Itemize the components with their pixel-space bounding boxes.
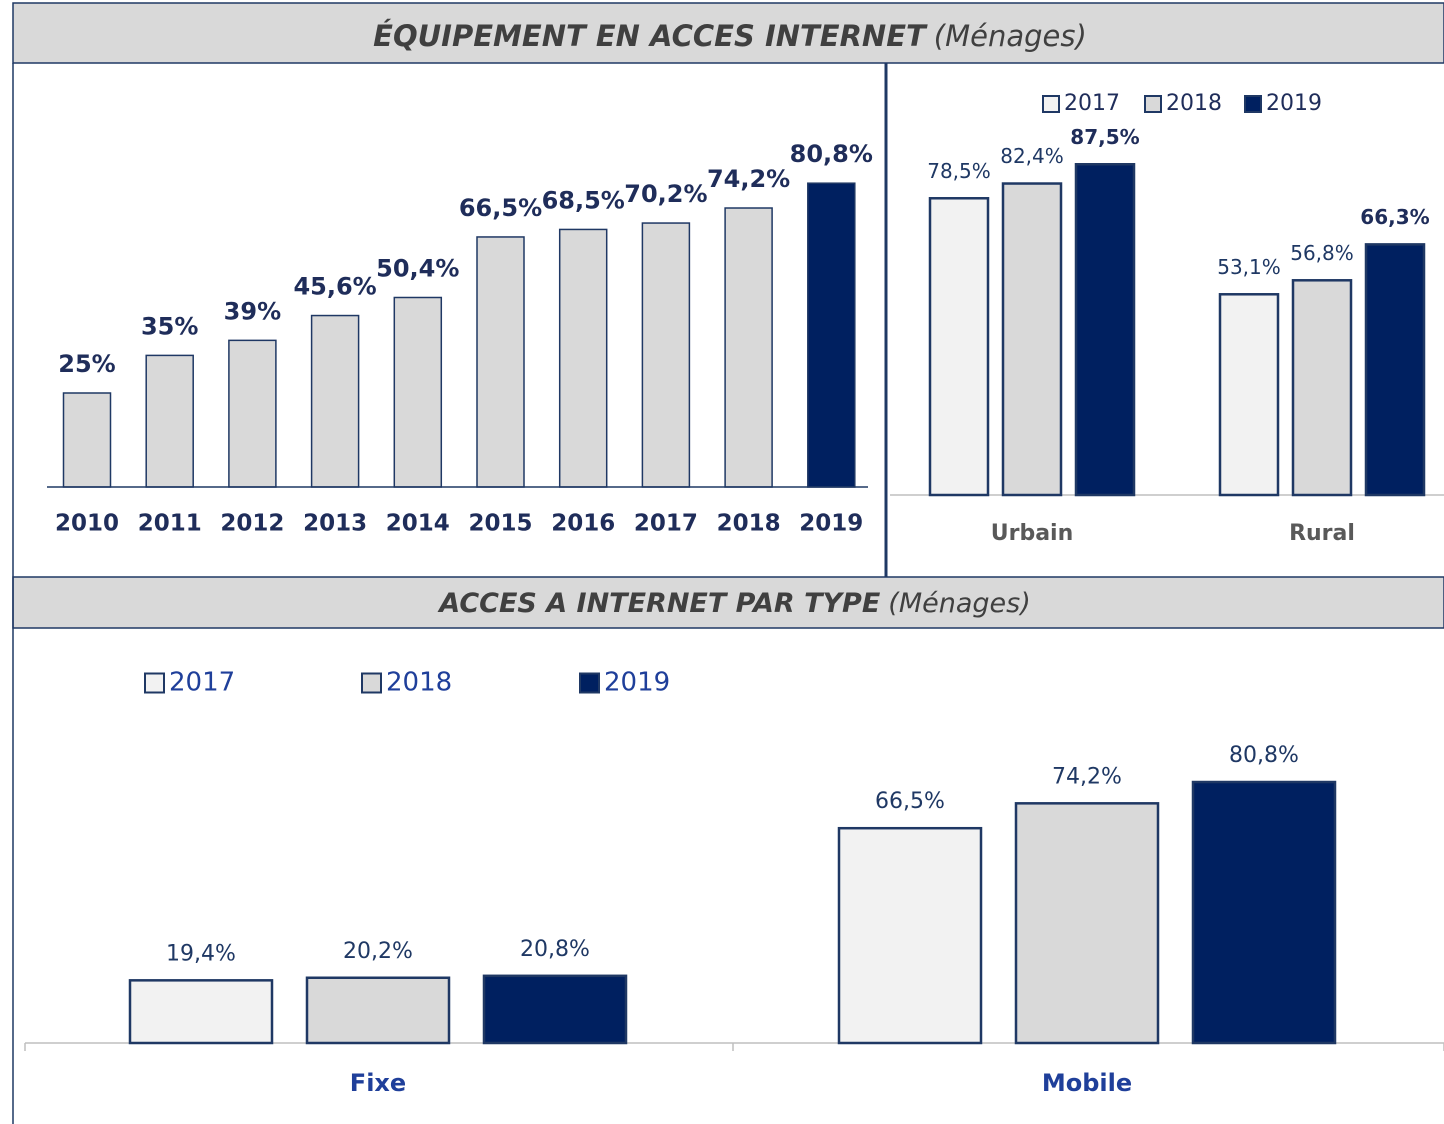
title: ÉQUIPEMENT EN ACCES INTERNET xyxy=(373,19,928,53)
legend-swatch xyxy=(144,672,165,694)
bar xyxy=(1218,293,1280,497)
data-label: 68,5% xyxy=(542,186,625,214)
data-label: 70,2% xyxy=(624,180,707,208)
bar xyxy=(310,314,360,488)
x-tick-label: Rural xyxy=(1289,521,1355,546)
data-label: 66,3% xyxy=(1360,205,1429,229)
data-label: 66,5% xyxy=(875,789,945,814)
bar xyxy=(305,976,451,1045)
x-tick-label: Urbain xyxy=(991,521,1074,546)
legend-label: 2019 xyxy=(604,668,670,698)
data-label: 20,2% xyxy=(343,939,413,964)
x-tick-label: 2019 xyxy=(799,511,863,537)
data-label: 20,8% xyxy=(520,937,590,962)
data-label: 35% xyxy=(141,312,198,340)
bar xyxy=(145,354,194,488)
data-label: 82,4% xyxy=(1000,144,1064,168)
legend-swatch xyxy=(1042,95,1060,113)
bar xyxy=(393,296,443,488)
data-label: 66,5% xyxy=(459,194,542,222)
bar xyxy=(482,974,628,1045)
bar xyxy=(62,392,112,488)
x-tick-label: 2016 xyxy=(551,511,615,537)
x-tick-label: 2017 xyxy=(634,511,698,537)
data-label: 80,8% xyxy=(1229,743,1299,768)
bar xyxy=(837,826,983,1045)
data-label: 50,4% xyxy=(376,254,459,282)
title: ACCES A INTERNET PAR TYPE xyxy=(437,588,881,619)
bar xyxy=(558,228,608,488)
bar xyxy=(928,197,990,497)
bar xyxy=(476,236,525,488)
bar xyxy=(1074,163,1136,497)
legend-label: 2017 xyxy=(1064,91,1120,116)
legend-swatch xyxy=(579,672,600,694)
legend-label: 2018 xyxy=(386,668,452,698)
data-label: 19,4% xyxy=(166,941,236,966)
bar xyxy=(807,182,856,488)
bar xyxy=(1364,243,1426,497)
x-tick-label: 2013 xyxy=(303,511,367,537)
x-tick-label: 2010 xyxy=(55,511,119,537)
legend-swatch xyxy=(361,672,382,694)
section-header xyxy=(12,2,1444,64)
data-label: 74,2% xyxy=(707,165,790,193)
x-tick-label: 2015 xyxy=(468,511,532,537)
legend-label: 2017 xyxy=(169,668,235,698)
x-tick-label: Mobile xyxy=(1042,1069,1132,1097)
bar xyxy=(228,339,277,488)
section-header xyxy=(12,576,1444,629)
bar xyxy=(128,979,274,1045)
x-tick-label: Fixe xyxy=(350,1069,406,1097)
data-label: 74,2% xyxy=(1052,764,1122,789)
data-label: 56,8% xyxy=(1290,241,1354,265)
bar xyxy=(1014,802,1160,1045)
x-tick-label: 2018 xyxy=(717,511,781,537)
data-label: 87,5% xyxy=(1070,125,1139,149)
x-tick-label: 2014 xyxy=(386,511,450,537)
section-title: ÉQUIPEMENT EN ACCES INTERNET (Ménages) xyxy=(373,19,1087,53)
bar xyxy=(1291,279,1353,497)
x-tick-label: 2012 xyxy=(220,511,284,537)
legend-label: 2019 xyxy=(1266,91,1322,116)
x-tick-label: 2011 xyxy=(138,511,202,537)
subtitle: (Ménages) xyxy=(888,588,1030,619)
legend-swatch xyxy=(1244,95,1262,113)
data-label: 39% xyxy=(224,297,281,325)
bar xyxy=(641,222,691,488)
legend-swatch xyxy=(1144,95,1162,113)
data-label: 78,5% xyxy=(927,159,991,183)
data-label: 80,8% xyxy=(790,140,873,168)
section-title: ACCES A INTERNET PAR TYPE (Ménages) xyxy=(437,588,1030,619)
data-label: 53,1% xyxy=(1217,255,1281,279)
data-label: 45,6% xyxy=(293,273,376,301)
bar xyxy=(1191,780,1337,1045)
bar xyxy=(724,207,773,488)
bar xyxy=(1001,182,1063,497)
legend-label: 2018 xyxy=(1166,91,1222,116)
subtitle: (Ménages) xyxy=(934,19,1087,53)
data-label: 25% xyxy=(58,350,115,378)
